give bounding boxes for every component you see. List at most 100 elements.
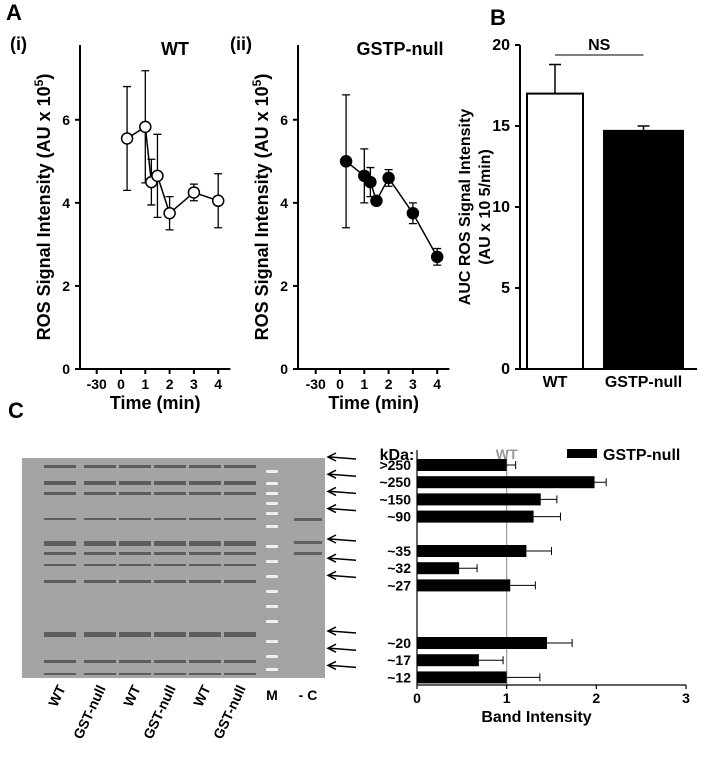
gel-band bbox=[154, 632, 186, 637]
marker-band bbox=[266, 575, 278, 578]
data-point bbox=[406, 206, 420, 220]
gel-band bbox=[224, 465, 256, 468]
marker-band bbox=[266, 605, 278, 608]
y-tick-label: 6 bbox=[280, 112, 288, 128]
arrow bbox=[326, 486, 357, 497]
panel-label: A bbox=[6, 0, 22, 25]
marker-band bbox=[266, 525, 278, 528]
y-axis-label-part: ) bbox=[34, 74, 54, 80]
y-tick-label: 0 bbox=[62, 361, 70, 377]
gel-band bbox=[44, 518, 76, 520]
table-header: kDa: bbox=[380, 447, 415, 464]
gel-band bbox=[189, 518, 221, 520]
arrow bbox=[326, 534, 357, 544]
y-axis-label: ROS Signal Intensity (AU x 105) bbox=[32, 74, 54, 341]
bar bbox=[603, 129, 684, 370]
gel-band bbox=[84, 492, 116, 495]
gel-band bbox=[154, 564, 186, 566]
gel-band bbox=[119, 541, 151, 546]
bar bbox=[526, 92, 584, 370]
gel-band bbox=[154, 465, 186, 468]
y-axis-label-part: ) bbox=[252, 74, 272, 80]
marker-band bbox=[266, 560, 278, 563]
y-tick-label: 2 bbox=[62, 278, 70, 294]
gel-band bbox=[224, 632, 256, 637]
data-line bbox=[126, 125, 219, 215]
gel-band bbox=[84, 564, 116, 566]
arrow bbox=[326, 469, 357, 479]
gel-band bbox=[44, 564, 76, 566]
gel-band bbox=[154, 492, 186, 495]
x-tick-label: 2 bbox=[166, 376, 174, 392]
data-point bbox=[339, 155, 353, 168]
gel-band bbox=[44, 465, 76, 468]
arrow bbox=[326, 626, 357, 636]
x-tick-label: 0 bbox=[413, 690, 421, 706]
subpanel-label: (ii) bbox=[230, 34, 252, 54]
gel-band bbox=[154, 481, 186, 485]
category-label: ~250 bbox=[379, 474, 411, 490]
chart-title: GSTP-null bbox=[357, 39, 444, 59]
bar bbox=[417, 579, 511, 592]
lane-label: - C bbox=[299, 687, 318, 703]
error-bar bbox=[594, 478, 607, 487]
gel-band bbox=[119, 481, 151, 485]
marker-band bbox=[266, 470, 278, 473]
x-axis-label: Time (min) bbox=[328, 393, 419, 413]
lane-label: GST-null bbox=[210, 683, 249, 742]
x-tick-label: WT bbox=[543, 374, 568, 391]
category-label: ~150 bbox=[379, 491, 411, 507]
lane-label: GST-null bbox=[70, 683, 109, 742]
marker-band bbox=[266, 512, 278, 515]
gel-band bbox=[154, 541, 186, 546]
subpanel-label: (i) bbox=[10, 34, 27, 54]
x-axis-label: Band Intensity bbox=[481, 709, 591, 726]
data-point bbox=[151, 169, 164, 183]
bar bbox=[417, 671, 507, 684]
marker-band bbox=[266, 620, 278, 623]
data-point bbox=[211, 194, 225, 208]
gel-band bbox=[119, 632, 151, 637]
data-point bbox=[120, 132, 134, 145]
category-label: ~90 bbox=[387, 509, 411, 525]
x-tick-label: 1 bbox=[141, 376, 149, 392]
gel-image bbox=[22, 458, 325, 678]
arrow bbox=[326, 660, 357, 671]
legend-label: GSTP-null bbox=[603, 447, 680, 464]
x-tick-label: 4 bbox=[214, 376, 222, 392]
category-label: ~27 bbox=[387, 577, 411, 593]
lane-label: WT bbox=[45, 682, 69, 709]
marker-band bbox=[266, 590, 278, 593]
legend-swatch bbox=[567, 449, 597, 458]
panel-label: B bbox=[490, 5, 506, 30]
x-axis-label: Time (min) bbox=[110, 393, 201, 413]
error-bar bbox=[510, 581, 536, 590]
gel-band bbox=[44, 632, 76, 637]
gel-band bbox=[189, 564, 221, 566]
lane-label: M bbox=[266, 687, 278, 703]
gel-band bbox=[84, 518, 116, 520]
y-tick-label: 4 bbox=[62, 195, 70, 211]
x-tick-label: 4 bbox=[433, 376, 441, 392]
gel-band bbox=[119, 564, 151, 566]
gel-band bbox=[119, 660, 151, 663]
bar bbox=[417, 637, 548, 650]
arrow bbox=[326, 503, 357, 514]
gel-band bbox=[44, 552, 76, 555]
y-axis-label-part: 5 bbox=[32, 79, 46, 86]
gel-band bbox=[119, 492, 151, 495]
y-tick-label: 15 bbox=[492, 118, 510, 135]
lane-label: WT bbox=[120, 682, 144, 709]
category-label: ~35 bbox=[387, 543, 411, 559]
gel-band bbox=[189, 580, 221, 583]
gel-band bbox=[154, 580, 186, 583]
gel-band bbox=[119, 518, 151, 520]
bar bbox=[417, 510, 534, 523]
gel-band bbox=[84, 660, 116, 663]
error-bar bbox=[547, 639, 573, 648]
bar bbox=[417, 654, 479, 667]
gel-band bbox=[189, 673, 221, 675]
gel-band bbox=[224, 518, 256, 520]
bar bbox=[417, 476, 595, 489]
category-label: ~12 bbox=[387, 669, 411, 685]
